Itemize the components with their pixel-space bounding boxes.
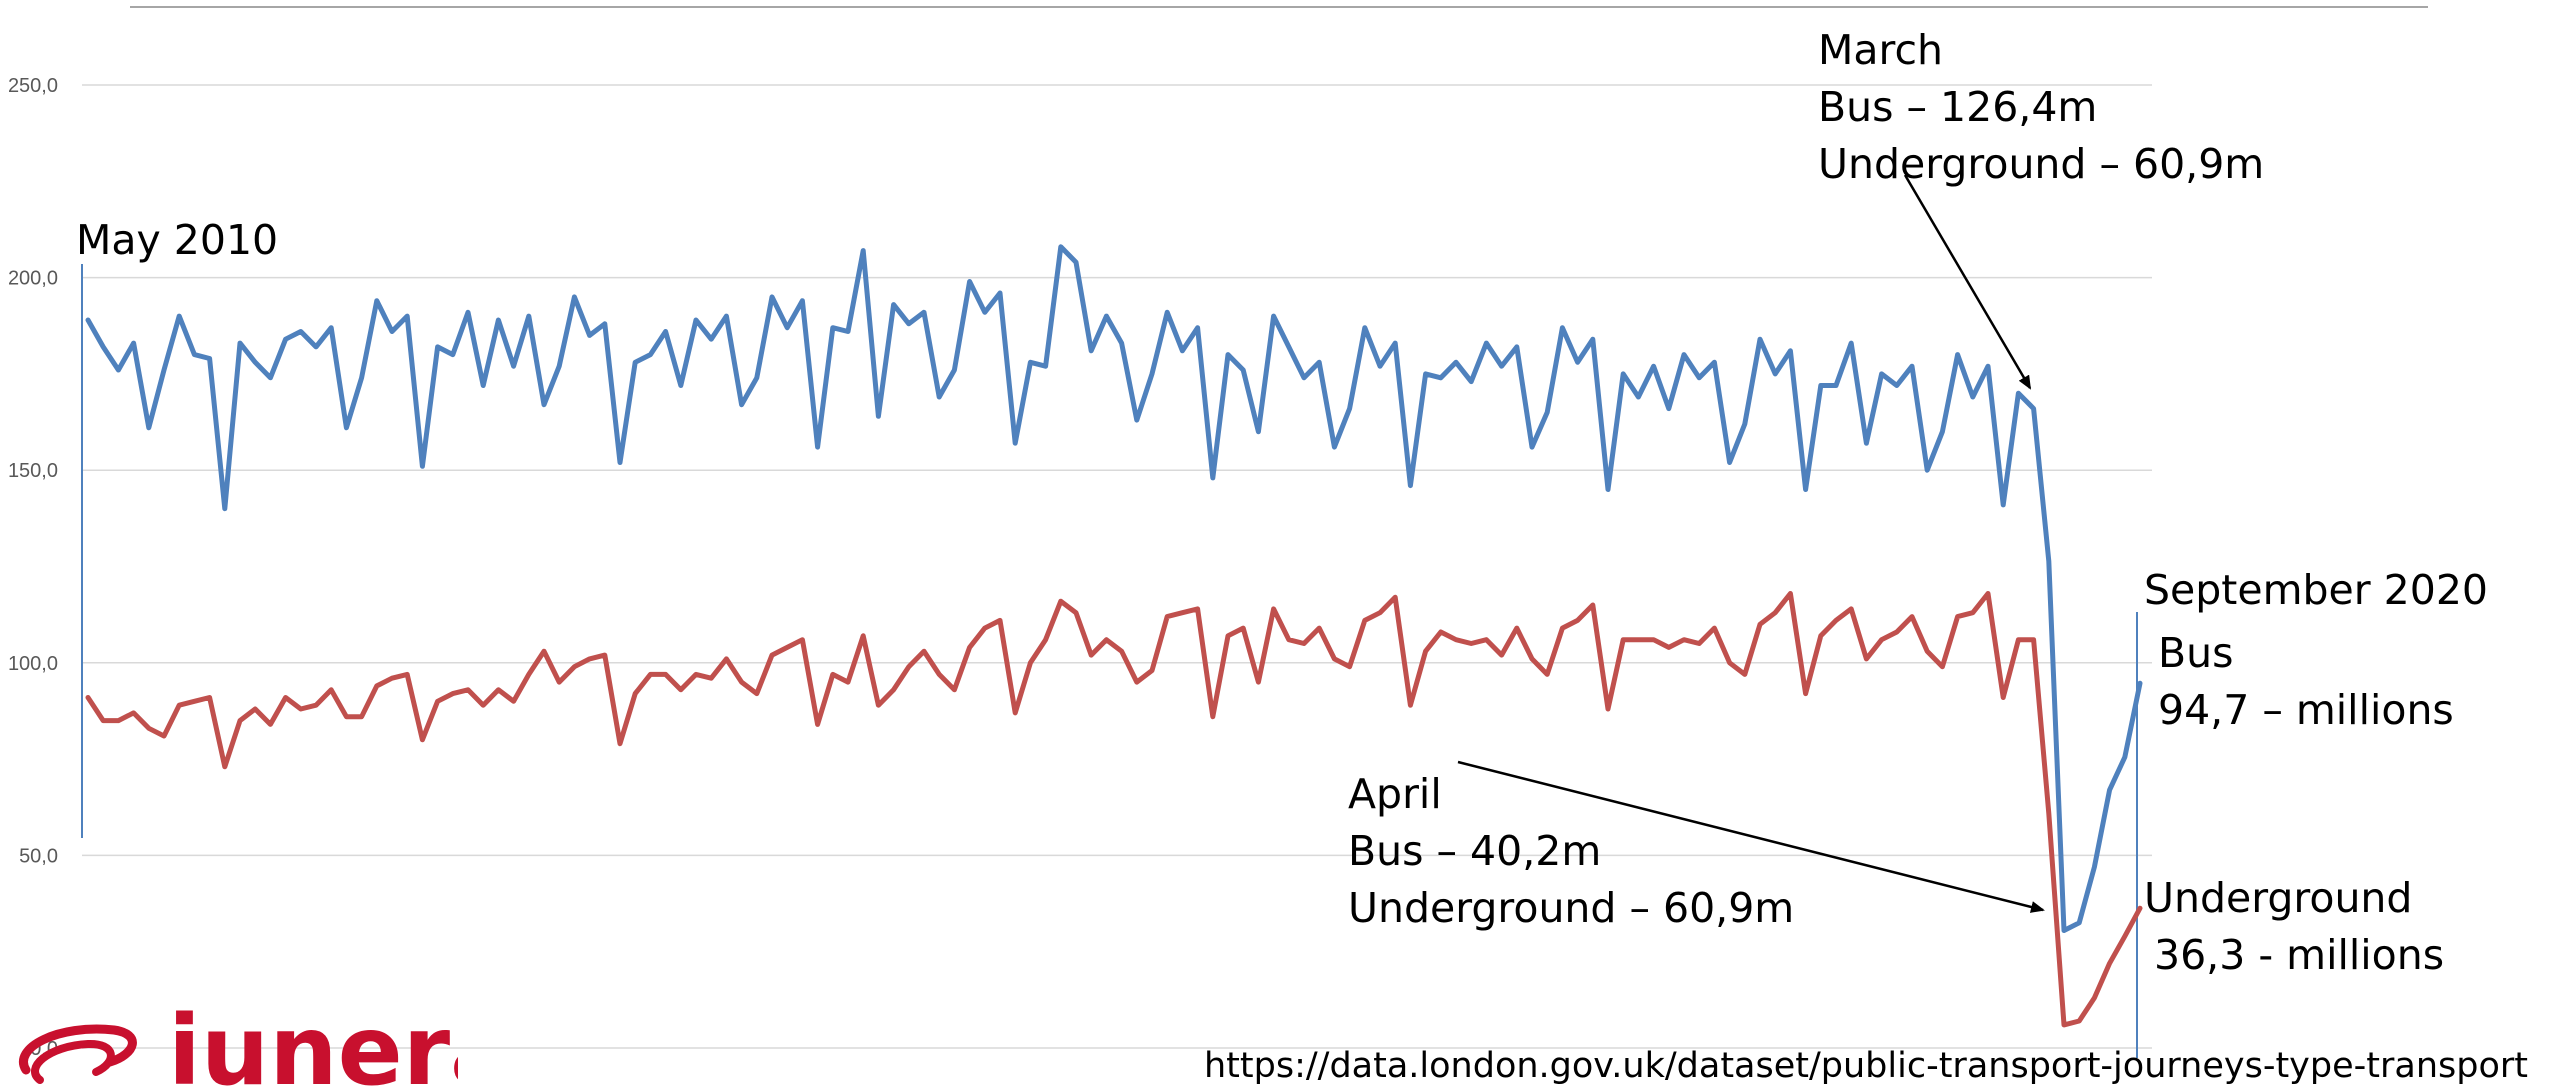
annotation-september-underground: Underground — [2144, 874, 2412, 922]
annotation-april-line2: Bus – 40,2m — [1348, 827, 1601, 875]
y-tick-label: 250,0 — [8, 75, 58, 97]
annotation-september-underground-value: 36,3 - millions — [2154, 931, 2444, 979]
annotation-september-bus-value: 94,7 – millions — [2158, 686, 2454, 734]
annotation-march-line1: March — [1818, 26, 1943, 74]
series-lines — [85, 244, 2143, 1028]
y-tick-label: 150,0 — [8, 460, 58, 482]
series-line-underground — [85, 591, 2143, 1028]
iunera-logo: iunera — [19, 1010, 458, 1088]
source-url[interactable]: https://data.london.gov.uk/dataset/publi… — [1203, 1046, 2528, 1086]
series-line-bus — [85, 244, 2143, 933]
y-tick-label: 200,0 — [8, 268, 58, 290]
logo-text: iunera — [168, 1010, 458, 1088]
annotation-september-title: September 2020 — [2144, 566, 2488, 614]
annotation-september-bus: Bus — [2158, 629, 2233, 677]
annotation-march-line2: Bus – 126,4m — [1818, 83, 2097, 131]
annotation-april-line3: Underground – 60,9m — [1348, 884, 1794, 932]
annotation-march-line3: Underground – 60,9m — [1818, 140, 2264, 188]
y-tick-label: 100,0 — [8, 653, 58, 675]
annotation-may-2010: May 2010 — [76, 216, 278, 264]
y-tick-label: 50,0 — [19, 845, 58, 867]
march-arrow — [1903, 174, 2032, 390]
logo-swirl-icon — [19, 1024, 137, 1084]
annotation-april-line1: April — [1348, 770, 1442, 818]
april-arrow — [1457, 760, 2045, 913]
grid-lines — [82, 84, 2152, 1049]
